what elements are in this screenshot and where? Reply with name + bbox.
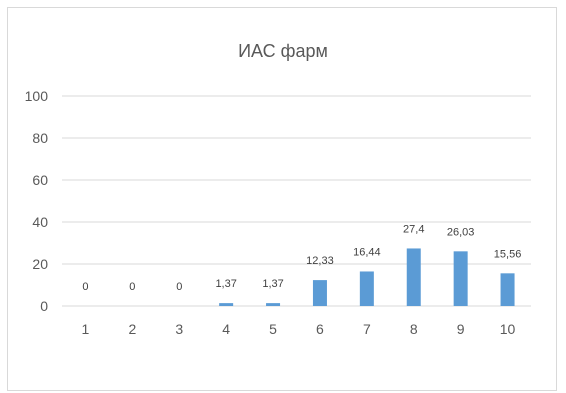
bar — [406, 248, 421, 306]
x-tick-label: 10 — [500, 321, 516, 337]
chart-title: ИАС фарм — [238, 41, 328, 61]
bar — [266, 303, 281, 306]
y-tick-label: 80 — [32, 130, 48, 146]
y-tick-label: 100 — [25, 88, 49, 104]
x-tick-label: 1 — [82, 321, 90, 337]
bar — [453, 251, 468, 306]
bars — [219, 248, 515, 306]
x-tick-label: 3 — [175, 321, 183, 337]
data-label: 0 — [176, 281, 182, 293]
data-label: 16,44 — [353, 246, 381, 258]
bar — [219, 303, 234, 306]
data-label: 12,33 — [306, 255, 334, 267]
y-axis-ticks: 0 20 40 60 80 100 — [25, 88, 49, 314]
data-label: 1,37 — [215, 278, 236, 290]
bar — [359, 271, 374, 306]
bar — [500, 273, 515, 306]
y-tick-label: 40 — [32, 214, 48, 230]
x-tick-label: 4 — [222, 321, 230, 337]
x-tick-label: 9 — [457, 321, 465, 337]
x-tick-label: 7 — [363, 321, 371, 337]
x-tick-label: 8 — [410, 321, 418, 337]
bar — [312, 280, 327, 306]
gridlines — [62, 95, 531, 307]
data-label: 15,56 — [494, 248, 522, 260]
data-label: 1,37 — [262, 278, 283, 290]
x-tick-label: 2 — [128, 321, 136, 337]
y-tick-label: 0 — [40, 298, 48, 314]
data-label: 26,03 — [447, 226, 475, 238]
data-label: 27,4 — [403, 223, 424, 235]
data-labels: 0 0 0 1,37 1,37 12,33 16,44 27,4 26,03 15,56 — [82, 223, 521, 293]
chart-frame — [7, 7, 557, 391]
y-tick-label: 20 — [32, 256, 48, 272]
x-tick-label: 6 — [316, 321, 324, 337]
y-tick-label: 60 — [32, 172, 48, 188]
data-label: 0 — [129, 281, 135, 293]
data-label: 0 — [82, 281, 88, 293]
x-tick-label: 5 — [269, 321, 277, 337]
x-axis-ticks: 1 2 3 4 5 6 7 8 9 10 — [82, 321, 516, 337]
